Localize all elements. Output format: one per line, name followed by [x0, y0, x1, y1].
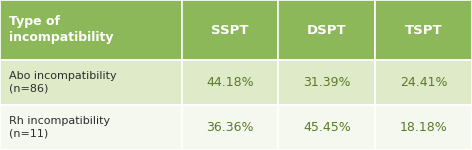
Bar [0, 60, 182, 105]
Text: 31.39%: 31.39% [303, 76, 351, 89]
Text: 44.18%: 44.18% [206, 76, 254, 89]
Text: SSPT: SSPT [211, 24, 249, 36]
Bar [375, 60, 472, 105]
Bar [278, 0, 375, 60]
Bar [278, 105, 375, 150]
Text: Abo incompatibility
(n=86): Abo incompatibility (n=86) [9, 71, 117, 94]
Text: 18.18%: 18.18% [400, 121, 447, 134]
Text: DSPT: DSPT [307, 24, 346, 36]
Bar [182, 60, 278, 105]
Bar [375, 105, 472, 150]
Bar [0, 0, 182, 60]
Text: 24.41%: 24.41% [400, 76, 447, 89]
Text: 45.45%: 45.45% [303, 121, 351, 134]
Bar [278, 60, 375, 105]
Text: 36.36%: 36.36% [206, 121, 254, 134]
Bar [375, 0, 472, 60]
Text: Rh incompatibility
(n=11): Rh incompatibility (n=11) [9, 116, 110, 139]
Bar [182, 0, 278, 60]
Text: Type of
incompatibility: Type of incompatibility [9, 15, 114, 45]
Bar [182, 105, 278, 150]
Bar [0, 105, 182, 150]
Text: TSPT: TSPT [405, 24, 442, 36]
